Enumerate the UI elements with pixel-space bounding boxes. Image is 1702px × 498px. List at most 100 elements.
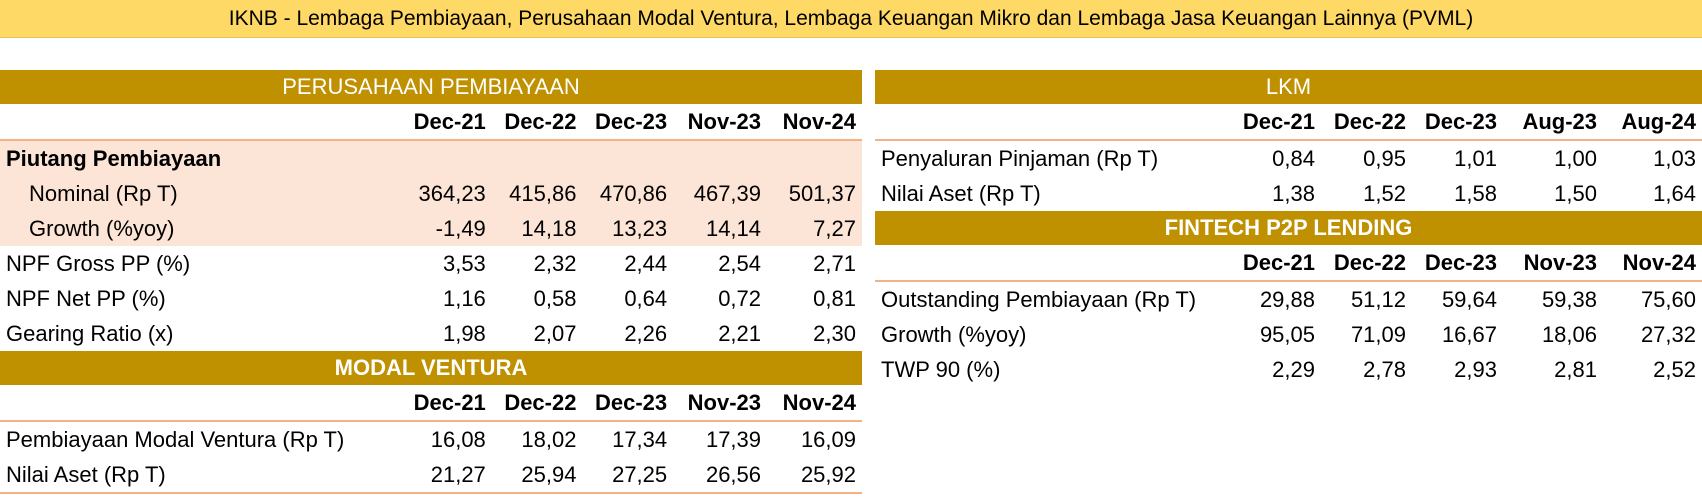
row-label: Nilai Aset (Rp T) <box>881 180 1041 206</box>
cell-value: 2,54 <box>718 250 762 276</box>
cell-value: 3,53 <box>442 250 486 276</box>
group-label: Piutang Pembiayaan <box>0 140 862 176</box>
cell-value: 2,81 <box>1554 356 1597 382</box>
table-fintech-p2p: Dec-21 Dec-22 Dec-23 Nov-23 Nov-24 Outst… <box>875 245 1702 387</box>
header-blank <box>0 385 390 422</box>
column-header: Nov-23 <box>1503 245 1603 282</box>
cell-value: 71,09 <box>1350 321 1406 347</box>
table-perusahaan-pembiayaan: Dec-21 Dec-22 Dec-23 Nov-23 Nov-24 Piuta… <box>0 104 862 351</box>
header-blank <box>875 104 1230 141</box>
column-header: Dec-21 <box>1230 245 1321 282</box>
cell-value: 13,23 <box>582 211 674 246</box>
row-label: Growth (%yoy) <box>881 321 1027 347</box>
cell-value: 16,09 <box>800 426 856 452</box>
column-header: Nov-24 <box>1603 245 1702 282</box>
cell-value: 26,56 <box>705 461 762 487</box>
row-label: Pembiayaan Modal Ventura (Rp T) <box>6 426 345 452</box>
cell-value: 95,05 <box>1259 321 1315 347</box>
table-row: NPF Gross PP (%) 3,53 2,32 2,44 2,54 2,7… <box>0 246 862 281</box>
cell-value: 0,95 <box>1363 145 1406 171</box>
cell-value: 0,81 <box>813 285 856 311</box>
cell-value: 21,27 <box>430 461 486 487</box>
cell-value: 0,58 <box>533 285 577 311</box>
cell-value: 25,94 <box>521 461 577 487</box>
cell-value: 2,71 <box>813 250 856 276</box>
cell-value: 16,08 <box>430 426 486 452</box>
cell-value: 14,14 <box>673 211 768 246</box>
cell-value: 1,38 <box>1272 180 1315 206</box>
table-row: TWP 90 (%) 2,29 2,78 2,93 2,81 2,52 <box>875 352 1702 387</box>
header-blank <box>875 245 1230 282</box>
cell-value: 1,98 <box>442 320 486 346</box>
table-row: Nilai Aset (Rp T) 21,27 25,94 27,25 26,5… <box>0 457 862 493</box>
table-lkm: Dec-21 Dec-22 Dec-23 Aug-23 Aug-24 Penya… <box>875 104 1702 211</box>
row-label: Outstanding Pembiayaan (Rp T) <box>881 286 1197 312</box>
column-header: Nov-23 <box>673 104 768 141</box>
cell-value: 59,38 <box>1541 286 1597 312</box>
header-row: Dec-21 Dec-22 Dec-23 Nov-23 Nov-24 <box>0 385 862 422</box>
cell-value: 1,01 <box>1454 145 1497 171</box>
cell-value: 16,67 <box>1441 321 1497 347</box>
cell-value: 470,86 <box>582 176 674 211</box>
page-title: IKNB - Lembaga Pembiayaan, Perusahaan Mo… <box>0 0 1702 38</box>
cell-value: 27,25 <box>612 461 668 487</box>
cell-value: 2,26 <box>624 320 668 346</box>
column-header: Dec-23 <box>1412 245 1503 282</box>
cell-value: 2,44 <box>624 250 668 276</box>
column-header: Dec-22 <box>491 385 583 422</box>
table-row: Growth (%yoy) -1,49 14,18 13,23 14,14 7,… <box>0 211 862 246</box>
header-row: Dec-21 Dec-22 Dec-23 Aug-23 Aug-24 <box>875 104 1702 141</box>
header-row: Dec-21 Dec-22 Dec-23 Nov-23 Nov-24 <box>875 245 1702 282</box>
cell-value: 2,52 <box>1653 356 1696 382</box>
cell-value: 501,37 <box>767 176 862 211</box>
row-label: Nilai Aset (Rp T) <box>6 461 166 487</box>
right-panel: LKM Dec-21 Dec-22 Dec-23 Aug-23 Aug-24 P… <box>875 70 1702 387</box>
cell-value: 0,64 <box>624 285 668 311</box>
column-header: Aug-23 <box>1503 104 1603 141</box>
table-row: Penyaluran Pinjaman (Rp T) 0,84 0,95 1,0… <box>875 140 1702 176</box>
cell-value: 2,29 <box>1272 356 1315 382</box>
row-label: Growth (%yoy) <box>0 211 390 246</box>
table-modal-ventura: Dec-21 Dec-22 Dec-23 Nov-23 Nov-24 Pembi… <box>0 385 862 494</box>
column-header: Nov-24 <box>767 385 862 422</box>
row-label: TWP 90 (%) <box>881 356 1001 382</box>
table-row: Piutang Pembiayaan <box>0 140 862 176</box>
cell-value: 1,03 <box>1653 145 1696 171</box>
cell-value: 7,27 <box>767 211 862 246</box>
cell-value: 29,88 <box>1259 286 1315 312</box>
cell-value: 2,93 <box>1454 356 1497 382</box>
section-header-modal-ventura: MODAL VENTURA <box>0 351 862 385</box>
column-header: Nov-23 <box>673 385 768 422</box>
cell-value: 415,86 <box>491 176 583 211</box>
cell-value: 1,64 <box>1653 180 1696 206</box>
cell-value: 1,16 <box>442 285 486 311</box>
column-header: Dec-21 <box>389 385 492 422</box>
table-row: Nominal (Rp T) 364,23 415,86 470,86 467,… <box>0 176 862 211</box>
column-header: Dec-22 <box>1321 104 1412 141</box>
column-header: Dec-22 <box>1321 245 1412 282</box>
header-blank <box>0 104 390 141</box>
cell-value: 75,60 <box>1640 286 1696 312</box>
cell-value: 17,39 <box>705 426 762 452</box>
column-header: Dec-23 <box>1412 104 1503 141</box>
cell-value: 1,52 <box>1363 180 1406 206</box>
column-header: Dec-23 <box>582 385 674 422</box>
table-row: Outstanding Pembiayaan (Rp T) 29,88 51,1… <box>875 281 1702 317</box>
section-header-fintech-p2p: FINTECH P2P LENDING <box>875 211 1702 245</box>
section-header-perusahaan-pembiayaan: PERUSAHAAN PEMBIAYAAN <box>0 70 862 104</box>
cell-value: 17,34 <box>612 426 668 452</box>
left-panel: PERUSAHAAN PEMBIAYAAN Dec-21 Dec-22 Dec-… <box>0 70 862 494</box>
header-row: Dec-21 Dec-22 Dec-23 Nov-23 Nov-24 <box>0 104 862 141</box>
cell-value: -1,49 <box>389 211 492 246</box>
column-header: Dec-21 <box>389 104 492 141</box>
cell-value: 2,30 <box>813 320 856 346</box>
cell-value: 0,72 <box>718 285 762 311</box>
cell-value: 2,32 <box>533 250 577 276</box>
cell-value: 51,12 <box>1350 286 1406 312</box>
row-label: Gearing Ratio (x) <box>6 320 174 346</box>
cell-value: 27,32 <box>1640 321 1696 347</box>
row-label: NPF Gross PP (%) <box>6 250 191 276</box>
cell-value: 1,00 <box>1554 145 1597 171</box>
cell-value: 2,07 <box>533 320 577 346</box>
row-label: NPF Net PP (%) <box>6 285 166 311</box>
